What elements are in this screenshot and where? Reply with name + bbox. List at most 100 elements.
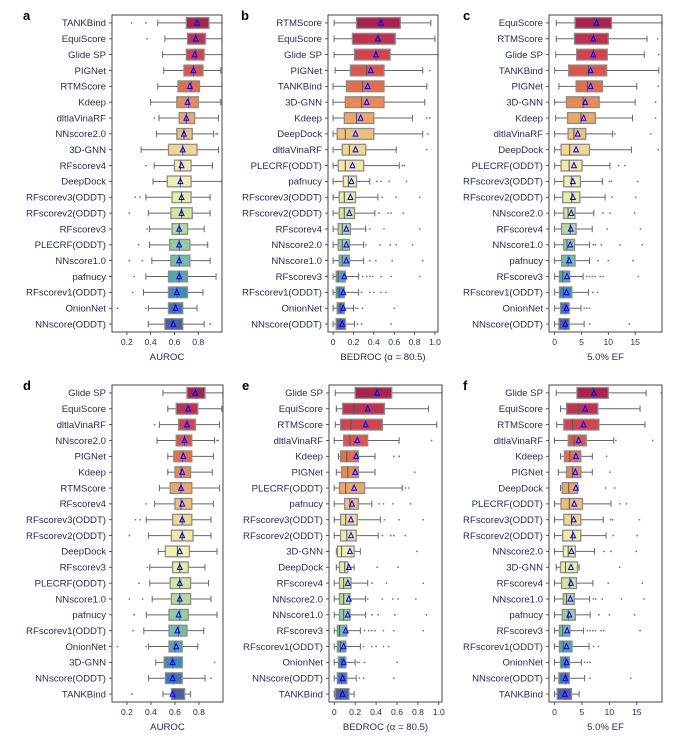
mean-marker [183, 113, 190, 121]
box-glide-sp: Glide SP [284, 48, 439, 61]
iqr-box [558, 270, 571, 283]
panel-e: e Glide SP EquiScore RTMScore dltlaVinaRF Kde… [242, 378, 445, 733]
x-tick-label: 0.2 [347, 337, 359, 347]
category-label: TANKBind [278, 82, 322, 93]
outlier-point [591, 291, 594, 294]
category-label: NNscore2.0 [272, 594, 323, 605]
outlier-point [363, 629, 366, 632]
iqr-box [173, 450, 193, 463]
outlier-point [591, 275, 594, 278]
mean-marker [587, 82, 594, 90]
outlier-point [613, 487, 616, 489]
mean-marker [339, 689, 346, 697]
category-label: dltlaVinaRF [57, 420, 107, 431]
outlier-point [370, 629, 373, 632]
mean-marker [572, 467, 579, 475]
outlier-point [592, 598, 595, 600]
iqr-box [351, 32, 396, 45]
box-pignet: PIGNet [512, 466, 611, 478]
mean-marker [357, 113, 364, 121]
category-label: Glide SP [505, 50, 543, 61]
box-nnscore1-0: NNscore1.0 [55, 592, 212, 605]
outlier-point [133, 275, 135, 278]
mean-marker [567, 594, 574, 602]
mean-marker [343, 256, 350, 264]
outlier-point [387, 212, 389, 215]
box-3d-gnn: 3D-GNN [506, 561, 621, 574]
outlier-point [141, 598, 144, 600]
mean-marker [372, 50, 380, 58]
outlier-point [602, 629, 605, 632]
iqr-box [345, 80, 385, 93]
outlier-point [608, 613, 611, 616]
category-label: PIGNet [512, 82, 544, 93]
outlier-point [608, 180, 611, 183]
mean-marker [567, 224, 574, 232]
outlier-point [209, 323, 212, 325]
box-tankbind: TANKBind [278, 80, 428, 93]
mean-marker [568, 547, 575, 555]
outlier-point [592, 243, 595, 246]
iqr-box [563, 175, 582, 188]
outlier-point [629, 677, 632, 680]
iqr-box [338, 561, 349, 574]
category-label: dltlaVinaRF [494, 129, 544, 140]
category-label: RFscorev1(ODDT) [26, 626, 106, 637]
mean-marker [169, 658, 176, 666]
outlier-point [635, 550, 638, 553]
box-kdeep: Kdeep [78, 466, 213, 478]
mean-marker [569, 177, 577, 185]
x-axis-label: AUROC [150, 352, 185, 363]
box-nnscore-oddt-: NNscore(ODDT) [35, 318, 212, 330]
category-label: RFscorev3(ODDT) [463, 515, 543, 526]
iqr-box [339, 418, 384, 431]
outlier-point [628, 323, 631, 325]
box-deepdock: DeepDock [61, 175, 223, 188]
category-label: dltlaVinaRF [274, 436, 324, 447]
outlier-point [392, 629, 395, 632]
mean-marker [568, 208, 575, 216]
mean-marker [582, 97, 589, 105]
x-tick-label: 0.4 [145, 337, 157, 347]
outlier-point [639, 228, 642, 230]
category-label: pafnucy [289, 499, 323, 510]
category-label: TANKBind [62, 689, 106, 700]
box-rtmscore: RTMScore [60, 481, 220, 494]
iqr-box [349, 64, 385, 77]
box-pignet: PIGNet [75, 64, 222, 77]
box-pafnucy: pafnucy [288, 175, 408, 188]
box-rfscorev4: RFscorev4 [497, 222, 642, 235]
iqr-box [354, 386, 393, 399]
mean-marker [350, 483, 358, 491]
mean-marker [340, 304, 347, 311]
plot-frame [548, 14, 663, 333]
outlier-point [378, 212, 380, 215]
iqr-box [334, 688, 350, 701]
box-rfscorev4: RFscorev4 [276, 222, 421, 235]
mean-marker [181, 436, 188, 444]
outlier-point [605, 455, 608, 458]
category-label: NNscore1.0 [271, 256, 322, 267]
mean-marker [347, 193, 354, 200]
mean-marker [567, 563, 575, 570]
iqr-box [338, 254, 351, 267]
outlier-point [364, 243, 367, 246]
outlier-point [371, 275, 374, 278]
outlier-point [624, 164, 626, 167]
category-label: RFscorev3(ODDT) [26, 515, 106, 526]
category-label: 3D-GNN [506, 563, 543, 574]
outlier-point [657, 85, 660, 88]
panel-c: c EquiScore RTMScore Glide SP TANKBind PIGNet… [463, 8, 663, 363]
outlier-point [610, 550, 612, 553]
mean-marker [184, 97, 191, 105]
iqr-box [336, 624, 348, 637]
category-label: NNscore1.0 [55, 594, 106, 605]
outlier-point [144, 164, 147, 167]
mean-marker [374, 34, 382, 42]
x-axis-label: BEDROC (α = 80.5) [343, 722, 428, 733]
box-kdeep: Kdeep [78, 96, 222, 108]
outlier-point [368, 228, 371, 230]
outlier-point [600, 243, 603, 246]
mean-marker [563, 288, 570, 296]
box-pignet: PIGNet [291, 64, 431, 77]
